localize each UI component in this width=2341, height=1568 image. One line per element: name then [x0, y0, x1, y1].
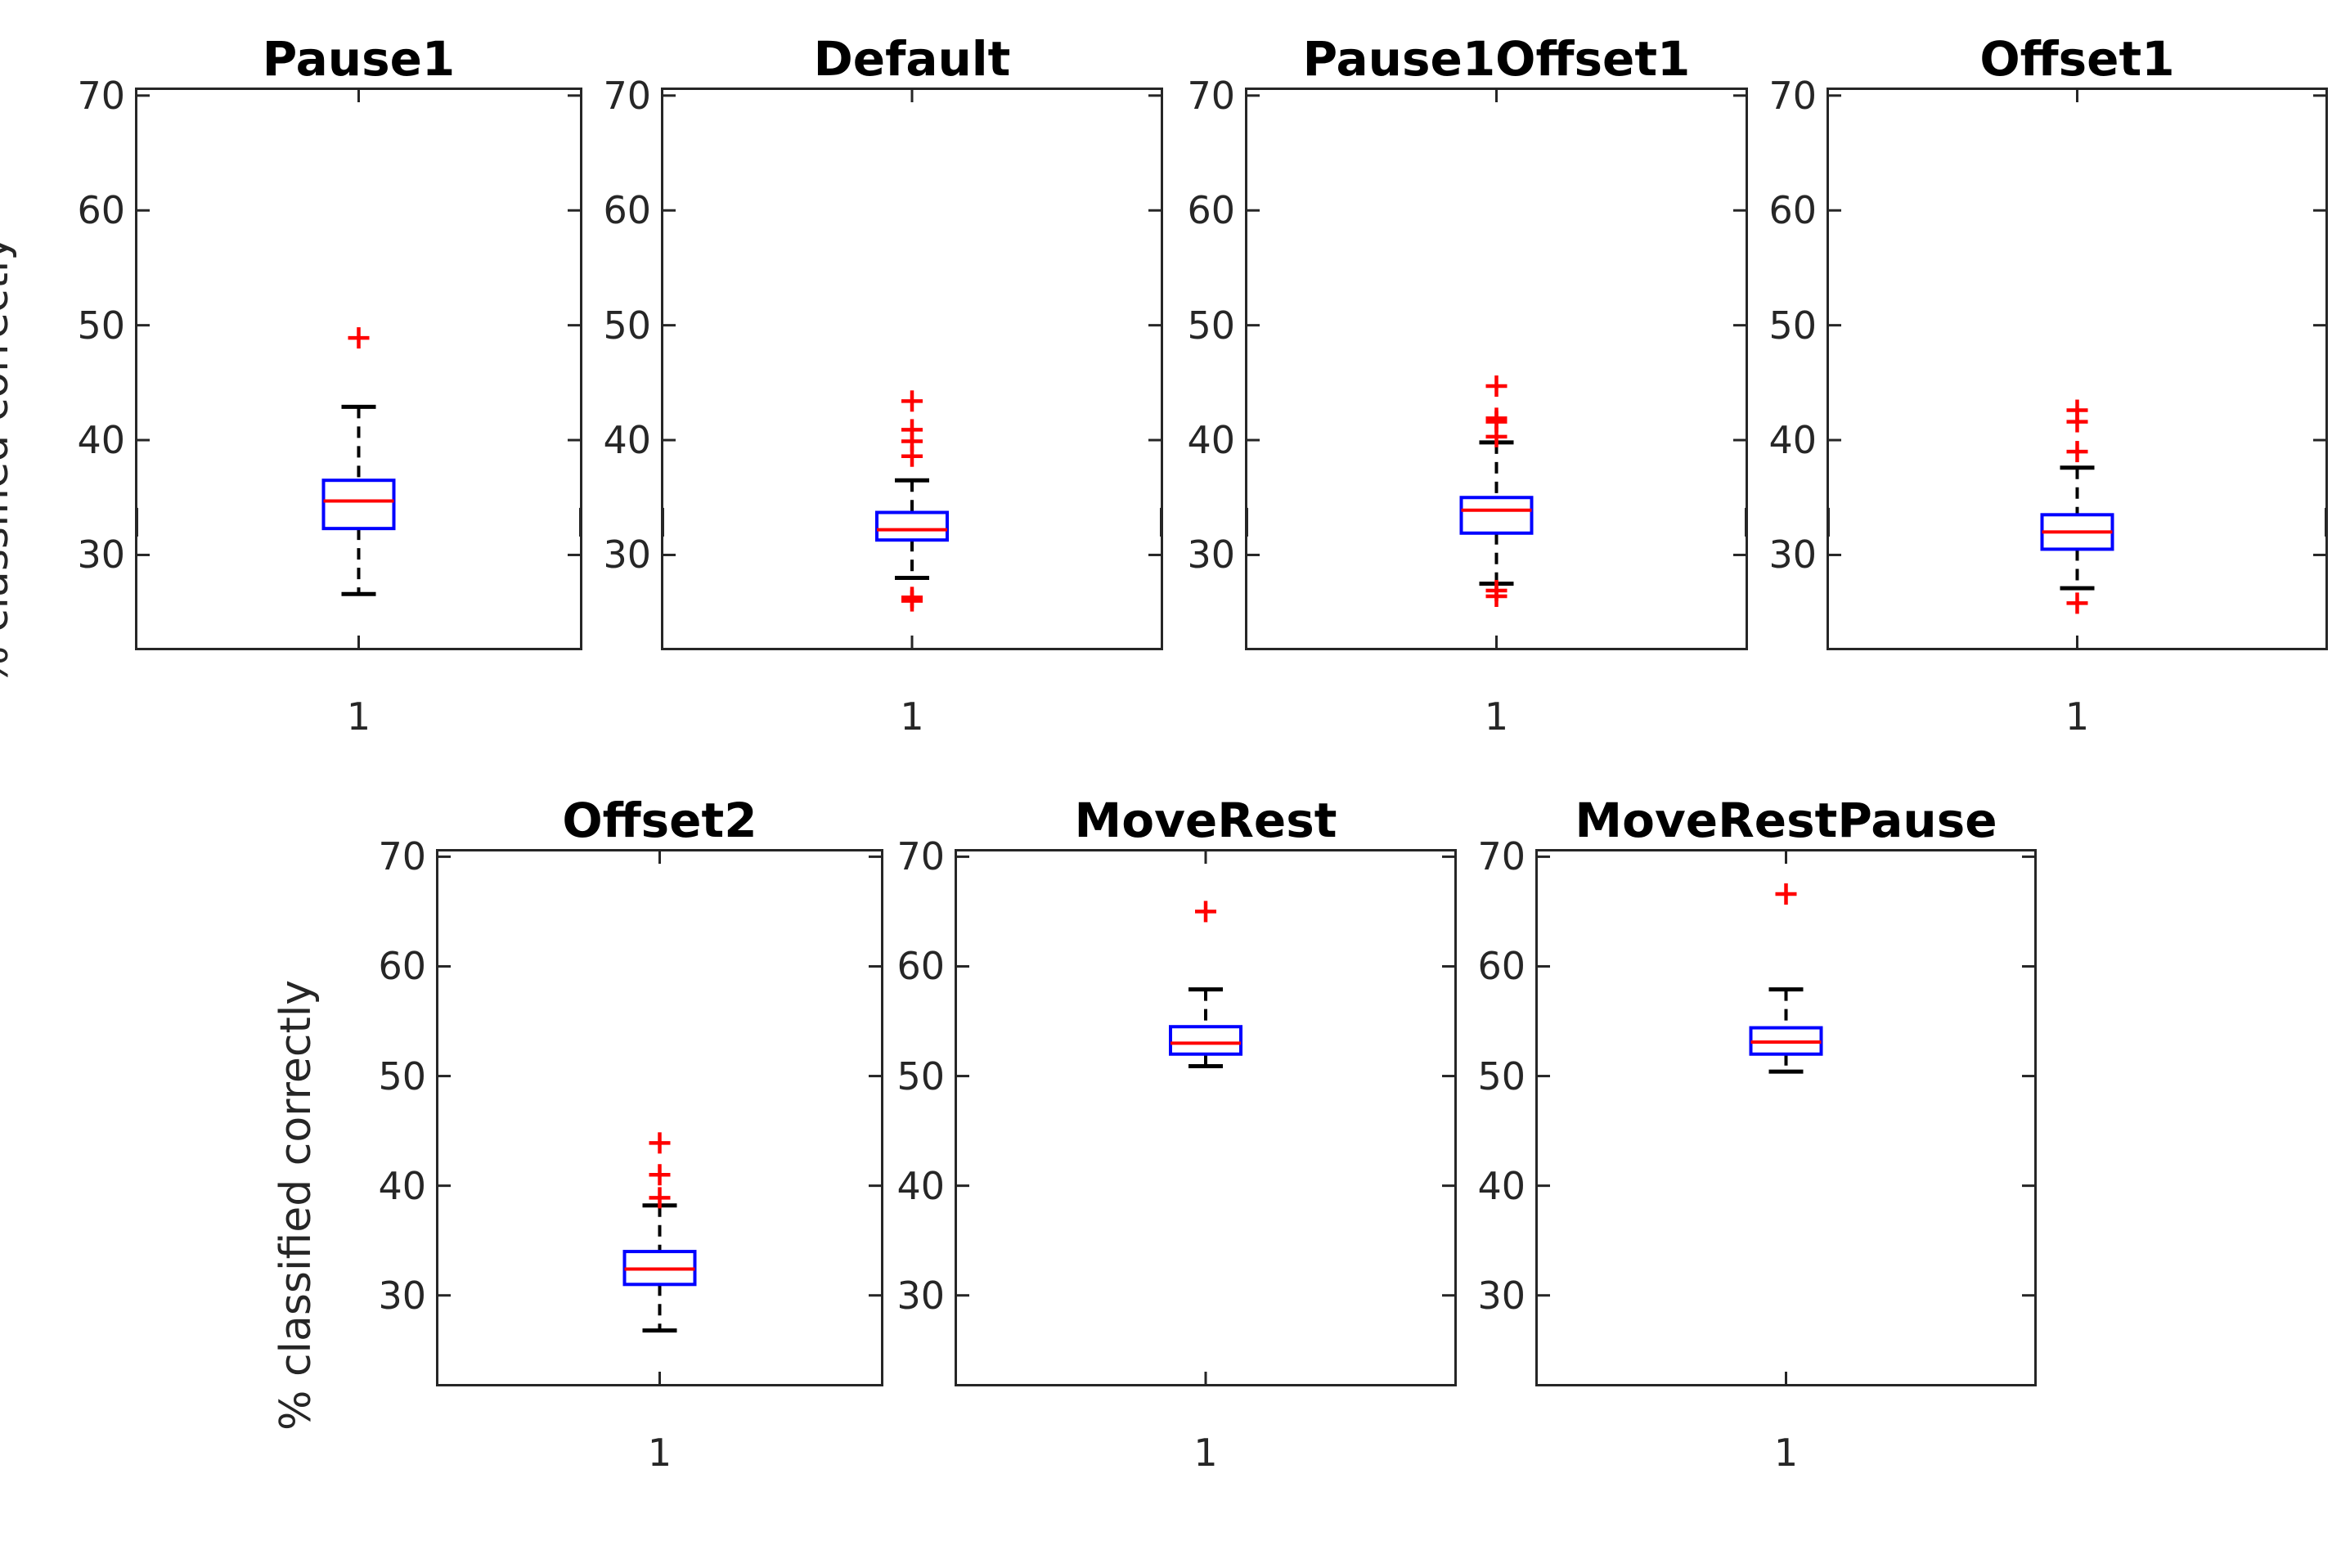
axes-frame: [955, 849, 1457, 1386]
y-axis-label-top-row: % classified correctly: [0, 235, 18, 686]
ytick-label: 50: [77, 303, 125, 348]
ytick-label: 50: [896, 1054, 945, 1098]
axes-area: [1827, 88, 2328, 650]
xtick-label: 1: [900, 694, 924, 739]
outlier-plus-icon: [649, 1187, 671, 1209]
subplot-title: Pause1: [262, 31, 456, 87]
outlier-plus-icon: [1775, 883, 1797, 905]
ytick-label: 50: [603, 303, 651, 348]
ytick-label: 60: [378, 944, 426, 989]
subplot-title: MoveRest: [1074, 793, 1337, 848]
ytick-label: 30: [603, 532, 651, 577]
outlier-plus-icon: [901, 390, 923, 412]
outlier-plus-icon: [1485, 586, 1507, 608]
axes-frame: [1535, 849, 2037, 1386]
ytick-label: 30: [1768, 532, 1817, 577]
axes-area: [661, 88, 1163, 650]
outlier-plus-icon: [2066, 441, 2088, 463]
ytick-label: 60: [77, 188, 125, 233]
ytick-label: 50: [1477, 1054, 1525, 1098]
ytick-label: 60: [603, 188, 651, 233]
ytick-label: 70: [77, 73, 125, 118]
axes-area: [1535, 849, 2037, 1386]
ytick-label: 30: [77, 532, 125, 577]
outlier-plus-icon: [1485, 375, 1507, 398]
ytick-label: 30: [378, 1273, 426, 1318]
ytick-label: 50: [378, 1054, 426, 1098]
xtick-label: 1: [647, 1431, 672, 1475]
subplot-title: Offset2: [562, 793, 757, 848]
outlier-plus-icon: [1195, 901, 1216, 923]
outlier-plus-icon: [901, 445, 923, 467]
ytick-label: 60: [896, 944, 945, 989]
ytick-label: 70: [603, 73, 651, 118]
ytick-label: 40: [1768, 418, 1817, 463]
axes-area: [135, 88, 582, 650]
ytick-label: 40: [1187, 418, 1235, 463]
iqr-box: [1459, 496, 1534, 535]
ytick-label: 40: [378, 1163, 426, 1208]
axes-area: [1245, 88, 1748, 650]
xtick-label: 1: [1773, 1431, 1799, 1475]
ytick-label: 70: [1477, 834, 1525, 879]
axes-area: [436, 849, 883, 1386]
outlier-plus-icon: [2066, 592, 2088, 614]
ytick-label: 40: [603, 418, 651, 463]
outlier-plus-icon: [649, 1132, 671, 1154]
outlier-plus-icon: [649, 1164, 671, 1186]
axes-frame: [436, 849, 883, 1386]
ytick-label: 40: [77, 418, 125, 463]
xtick-label: 1: [2065, 694, 2090, 739]
outlier-plus-icon: [1485, 425, 1507, 447]
xtick-label: 1: [346, 694, 371, 739]
axes-frame: [135, 88, 582, 650]
iqr-box: [875, 510, 949, 542]
subplot-title: MoveRestPause: [1575, 793, 1997, 848]
outlier-plus-icon: [901, 590, 923, 612]
ytick-label: 60: [1768, 188, 1817, 233]
axes-area: [955, 849, 1457, 1386]
ytick-label: 40: [1477, 1163, 1525, 1208]
subplot-title: Pause1Offset1: [1302, 31, 1691, 87]
iqr-box: [1169, 1025, 1242, 1056]
ytick-label: 50: [1768, 303, 1817, 348]
ytick-label: 60: [1477, 944, 1525, 989]
y-axis-label-bottom-row: % classified correctly: [272, 979, 321, 1431]
ytick-label: 70: [378, 834, 426, 879]
subplot-title: Default: [813, 31, 1011, 87]
ytick-label: 50: [1187, 303, 1235, 348]
ytick-label: 30: [896, 1273, 945, 1318]
ytick-label: 30: [1187, 532, 1235, 577]
ytick-label: 40: [896, 1163, 945, 1208]
ytick-label: 30: [1477, 1273, 1525, 1318]
ytick-label: 70: [896, 834, 945, 879]
axes-frame: [661, 88, 1163, 650]
ytick-label: 70: [1187, 73, 1235, 118]
axes-frame: [1827, 88, 2328, 650]
xtick-label: 1: [1484, 694, 1509, 739]
iqr-box: [321, 478, 396, 531]
ytick-label: 60: [1187, 188, 1235, 233]
ytick-label: 70: [1768, 73, 1817, 118]
outlier-plus-icon: [348, 327, 370, 349]
xtick-label: 1: [1193, 1431, 1218, 1475]
axes-frame: [1245, 88, 1748, 650]
subplot-title: Offset1: [1979, 31, 2175, 87]
outlier-plus-icon: [2066, 411, 2088, 433]
